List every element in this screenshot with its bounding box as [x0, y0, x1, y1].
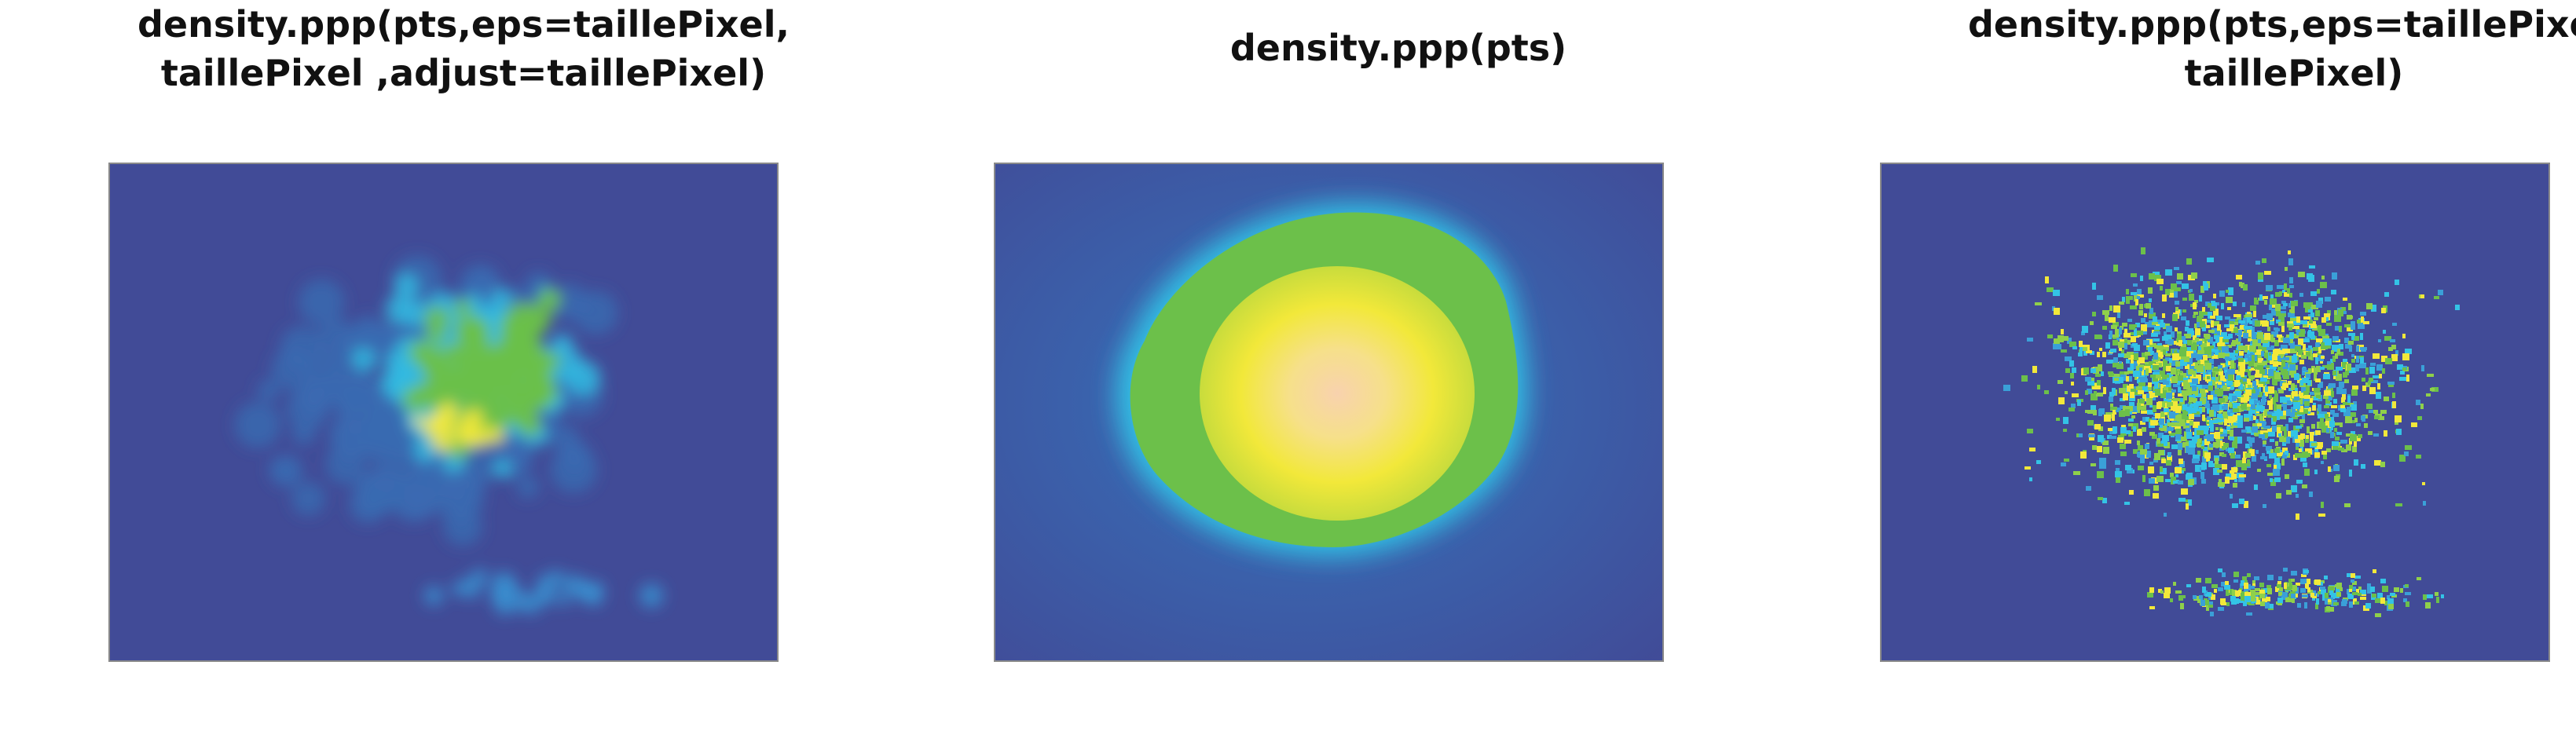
panel-3-title: density.ppp(pts,eps=taillePixel, tailleP… — [1940, 0, 2576, 97]
panel-1-title-line-2: taillePixel ,adjust=taillePixel) — [160, 52, 767, 94]
panel-2-title: density.ppp(pts) — [1045, 24, 1752, 72]
panel-3-title-line-2: taillePixel) — [2184, 52, 2404, 94]
panel-1-density-image — [108, 163, 779, 662]
panel-3-density-image — [1880, 163, 2550, 662]
panel-1-title-line-1: density.ppp(pts,eps=taillePixel, — [137, 3, 790, 46]
panel-1-title: density.ppp(pts,eps=taillePixel, tailleP… — [110, 0, 817, 97]
panel-2-density-image — [994, 163, 1664, 662]
panel-3-title-line-1: density.ppp(pts,eps=taillePixel, — [1968, 3, 2576, 46]
panel-2-title-line-1: density.ppp(pts) — [1229, 27, 1567, 69]
